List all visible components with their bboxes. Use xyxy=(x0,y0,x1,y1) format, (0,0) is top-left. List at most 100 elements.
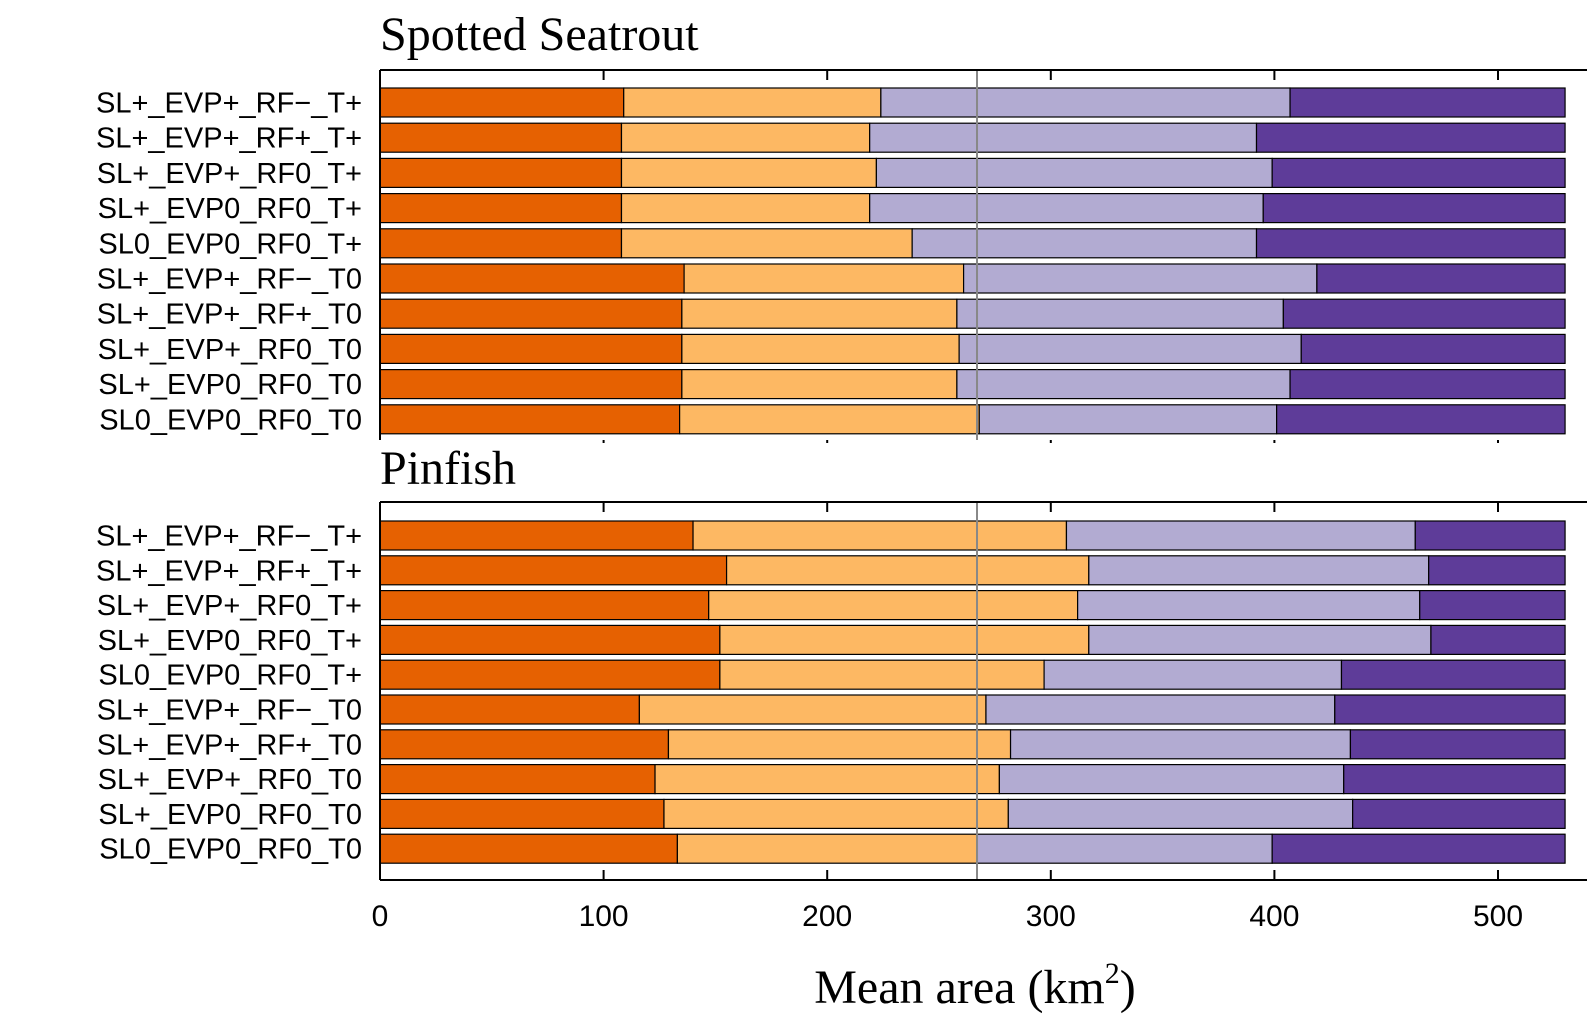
bar-segment-bottom-row6-seg2 xyxy=(638,694,987,725)
bar-segment-top-row8-seg2 xyxy=(681,333,960,364)
bar-segment-bottom-row3-seg2 xyxy=(708,589,1079,621)
bar-segment-top-row7-seg4 xyxy=(1282,298,1566,329)
bar-segment-bottom-row10-seg3 xyxy=(976,833,1273,864)
x-tick-label-3: 300 xyxy=(1026,900,1076,933)
category-label-bottom-row2: SL+_EVP+_RF+_T+ xyxy=(96,555,362,587)
bar-segment-top-row7-seg1 xyxy=(379,298,683,329)
category-label-bottom-row1: SL+_EVP+_RF−_T+ xyxy=(96,521,362,553)
x-tick-label-1: 100 xyxy=(579,900,629,933)
bar-segment-bottom-row4-seg1 xyxy=(379,624,721,656)
bar-segment-bottom-row2-seg1 xyxy=(379,555,728,586)
category-label-top-row7: SL+_EVP+_RF+_T0 xyxy=(97,299,362,331)
bar-segment-top-row10-seg4 xyxy=(1276,404,1566,435)
category-label-bottom-row5: SL0_EVP0_RF0_T+ xyxy=(98,660,362,692)
bar-segment-bottom-row4-seg3 xyxy=(1088,624,1432,656)
x-axis-label-superscript: 2 xyxy=(1105,957,1120,990)
bar-segment-top-row2-seg3 xyxy=(869,122,1258,153)
x-tick-label-5: 500 xyxy=(1473,900,1523,933)
bar-segment-top-row8-seg3 xyxy=(958,333,1302,364)
bar-segment-top-row5-seg2 xyxy=(620,228,913,259)
bar-segment-top-row7-seg2 xyxy=(681,298,958,329)
bar-segment-top-row3-seg1 xyxy=(379,157,623,188)
bar-segment-bottom-row2-seg3 xyxy=(1088,555,1430,586)
bar-segment-top-row4-seg2 xyxy=(620,193,871,224)
bar-segment-top-row3-seg4 xyxy=(1271,157,1566,188)
category-label-top-row4: SL+_EVP0_RF0_T+ xyxy=(98,193,362,225)
x-axis-label: Mean area (km2) xyxy=(814,957,1136,1014)
category-label-bottom-row9: SL+_EVP0_RF0_T0 xyxy=(98,799,362,831)
bar-segment-top-row2-seg4 xyxy=(1255,122,1566,153)
bar-segment-top-row10-seg3 xyxy=(978,404,1278,435)
bar-segment-top-row6-seg2 xyxy=(683,263,965,294)
bar-segment-top-row9-seg1 xyxy=(379,369,683,400)
bar-segment-top-row9-seg2 xyxy=(681,369,958,400)
bar-segment-top-row9-seg4 xyxy=(1289,369,1566,400)
category-label-top-row5: SL0_EVP0_RF0_T+ xyxy=(98,228,362,260)
category-label-bottom-row4: SL+_EVP0_RF0_T+ xyxy=(98,625,362,657)
category-label-bottom-row3: SL+_EVP+_RF0_T+ xyxy=(97,590,362,622)
bar-segment-top-row6-seg3 xyxy=(962,263,1318,294)
bar-segment-top-row1-seg2 xyxy=(623,87,882,118)
bar-segment-bottom-row5-seg2 xyxy=(719,659,1045,690)
bar-segment-top-row2-seg2 xyxy=(620,122,871,153)
bar-segment-bottom-row10-seg2 xyxy=(676,833,978,864)
bar-segment-bottom-row1-seg4 xyxy=(1414,520,1566,551)
bar-segment-bottom-row3-seg1 xyxy=(379,589,710,621)
x-tick-label-2: 200 xyxy=(802,900,852,933)
bar-segment-bottom-row2-seg2 xyxy=(725,555,1090,586)
bar-segment-top-row6-seg4 xyxy=(1316,263,1566,294)
bar-segment-bottom-row9-seg2 xyxy=(663,798,1009,830)
category-label-top-row1: SL+_EVP+_RF−_T+ xyxy=(96,88,362,120)
category-label-bottom-row8: SL+_EVP+_RF0_T0 xyxy=(98,764,362,796)
bar-segment-bottom-row5-seg3 xyxy=(1043,659,1343,690)
x-axis-label-suffix: ) xyxy=(1120,961,1136,1014)
bar-segment-top-row3-seg3 xyxy=(875,157,1273,188)
bar-segment-bottom-row7-seg3 xyxy=(1009,729,1352,760)
bar-segment-top-row6-seg1 xyxy=(379,263,685,294)
bar-segment-bottom-row10-seg1 xyxy=(379,833,678,864)
bar-segment-top-row1-seg3 xyxy=(880,87,1291,118)
bar-segment-top-row9-seg3 xyxy=(956,369,1291,400)
bar-segment-top-row4-seg1 xyxy=(379,193,623,224)
bar-segment-bottom-row3-seg3 xyxy=(1077,589,1421,621)
bar-segment-top-row5-seg1 xyxy=(379,228,623,259)
bar-segment-bottom-row6-seg3 xyxy=(985,694,1336,725)
bar-segment-bottom-row9-seg3 xyxy=(1007,798,1354,830)
category-label-bottom-row6: SL+_EVP+_RF−_T0 xyxy=(97,695,362,727)
bar-segment-bottom-row4-seg2 xyxy=(719,624,1090,656)
x-tick-label-4: 400 xyxy=(1249,900,1299,933)
category-label-top-row2: SL+_EVP+_RF+_T+ xyxy=(96,123,362,155)
bar-segment-top-row8-seg1 xyxy=(379,333,683,364)
bar-segment-bottom-row6-seg4 xyxy=(1334,694,1566,725)
bar-segment-top-row5-seg3 xyxy=(911,228,1258,259)
category-label-bottom-row7: SL+_EVP+_RF+_T0 xyxy=(97,729,362,761)
bar-segment-bottom-row1-seg1 xyxy=(379,520,694,551)
bar-segment-top-row3-seg2 xyxy=(620,157,877,188)
x-tick-label-0: 0 xyxy=(372,900,389,933)
bar-segment-top-row4-seg3 xyxy=(869,193,1264,224)
category-label-bottom-row10: SL0_EVP0_RF0_T0 xyxy=(99,834,362,866)
panel-title-bottom: Pinfish xyxy=(380,442,516,495)
x-axis-label-main: Mean area (km xyxy=(814,961,1105,1014)
bar-segment-bottom-row7-seg4 xyxy=(1349,729,1566,760)
bar-segment-top-row2-seg1 xyxy=(379,122,623,153)
bar-segment-bottom-row7-seg2 xyxy=(667,729,1012,760)
bar-segment-bottom-row8-seg2 xyxy=(654,763,1000,795)
bar-segment-bottom-row9-seg4 xyxy=(1352,798,1566,830)
bar-segment-top-row10-seg1 xyxy=(379,404,681,435)
category-label-top-row6: SL+_EVP+_RF−_T0 xyxy=(97,264,362,296)
panel-title-top: Spotted Seatrout xyxy=(380,8,699,61)
bar-segment-bottom-row4-seg4 xyxy=(1430,624,1566,656)
bar-segment-top-row4-seg4 xyxy=(1262,193,1566,224)
bar-segment-bottom-row7-seg1 xyxy=(379,729,670,760)
bar-segment-bottom-row8-seg3 xyxy=(998,763,1345,795)
category-label-top-row8: SL+_EVP+_RF0_T0 xyxy=(98,334,362,366)
bar-segment-top-row8-seg4 xyxy=(1300,333,1566,364)
bar-segment-bottom-row5-seg4 xyxy=(1340,659,1566,690)
category-label-top-row10: SL0_EVP0_RF0_T0 xyxy=(99,404,362,436)
category-label-top-row3: SL+_EVP+_RF0_T+ xyxy=(97,158,362,190)
bar-segment-bottom-row1-seg2 xyxy=(692,520,1068,551)
bar-segment-bottom-row3-seg4 xyxy=(1419,589,1566,621)
